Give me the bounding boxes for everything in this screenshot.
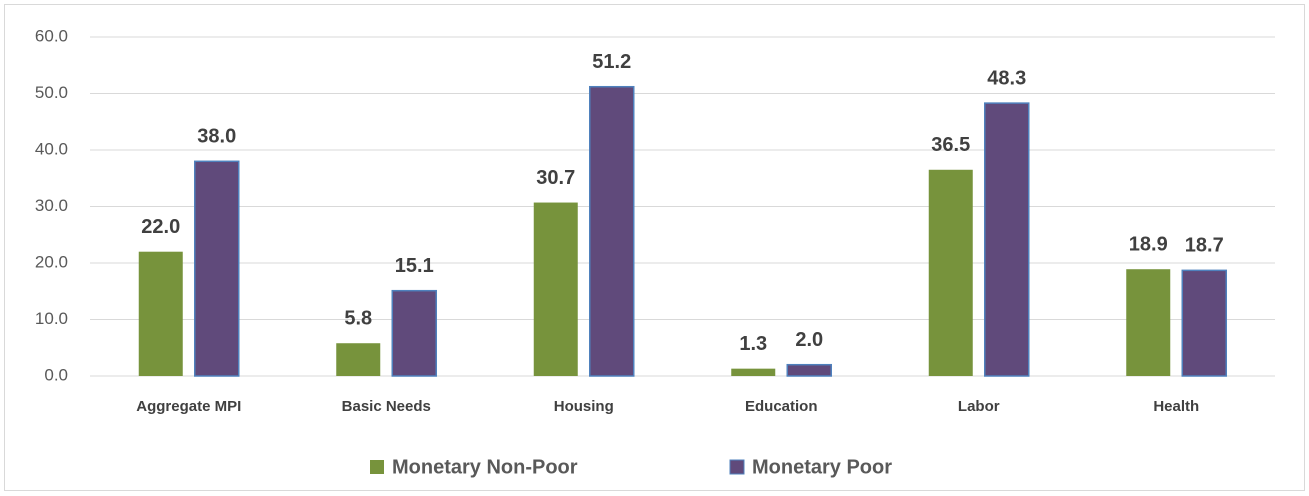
value-label: 48.3 — [987, 67, 1026, 89]
bar — [984, 102, 1030, 377]
y-tick-label: 30.0 — [35, 196, 68, 215]
y-tick-label: 20.0 — [35, 252, 68, 271]
legend-label: Monetary Non-Poor — [392, 456, 578, 478]
bar — [1181, 269, 1227, 377]
bar — [138, 251, 183, 376]
bar — [589, 85, 635, 377]
x-tick-label: Housing — [554, 398, 614, 415]
x-tick-label: Basic Needs — [342, 398, 431, 415]
y-tick-label: 60.0 — [35, 26, 68, 45]
value-label: 15.1 — [395, 255, 434, 277]
value-label: 1.3 — [739, 333, 767, 355]
value-label: 38.0 — [197, 126, 236, 148]
value-label: 18.9 — [1129, 233, 1168, 255]
x-tick-label: Labor — [958, 398, 1000, 415]
value-label: 5.8 — [344, 308, 372, 330]
bar — [1126, 269, 1171, 376]
value-label: 18.7 — [1185, 235, 1224, 257]
y-tick-label: 40.0 — [35, 139, 68, 158]
value-label: 36.5 — [931, 134, 970, 156]
bar — [533, 202, 578, 376]
legend-label: Monetary Poor — [752, 456, 892, 478]
x-tick-label: Health — [1153, 398, 1199, 415]
value-label: 22.0 — [141, 216, 180, 238]
bar — [928, 169, 973, 376]
bar — [194, 160, 240, 377]
value-label: 51.2 — [592, 51, 631, 73]
bar — [786, 363, 832, 377]
y-tick-label: 10.0 — [35, 309, 68, 328]
bar — [731, 368, 776, 376]
value-label: 2.0 — [795, 329, 823, 351]
y-tick-label: 50.0 — [35, 83, 68, 102]
value-label: 30.7 — [536, 167, 575, 189]
x-tick-label: Education — [745, 398, 818, 415]
legend-swatch — [370, 460, 384, 474]
x-tick-label: Aggregate MPI — [136, 398, 241, 415]
legend-swatch — [729, 459, 745, 475]
y-tick-label: 0.0 — [44, 365, 68, 384]
bar — [336, 343, 381, 376]
bar — [391, 289, 437, 377]
